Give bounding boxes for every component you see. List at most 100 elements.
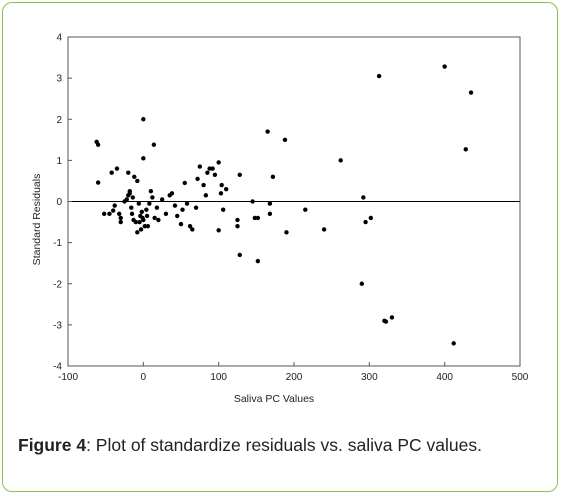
data-point	[190, 227, 195, 232]
data-point	[195, 176, 200, 182]
data-point	[118, 215, 123, 221]
data-point	[172, 203, 178, 208]
caption-label: Figure 4	[18, 435, 87, 455]
x-axis-label: Saliva PC Values	[234, 393, 314, 405]
data-point	[361, 195, 366, 200]
data-point	[235, 223, 240, 229]
data-point	[451, 341, 456, 346]
data-point	[95, 142, 101, 147]
x-tick-label: -100	[58, 372, 78, 383]
data-point	[137, 219, 142, 225]
data-point	[114, 166, 120, 171]
data-point	[267, 211, 273, 217]
y-tick-label: -1	[53, 238, 62, 249]
data-points	[94, 64, 474, 346]
y-axis-ticks: 4 3 2 1 0 -1 -2 -3 -4	[53, 33, 72, 373]
caption-text: : Plot of standardize residuals vs. sali…	[86, 435, 482, 455]
data-point	[144, 213, 150, 219]
data-point	[129, 205, 134, 210]
data-point	[284, 230, 289, 235]
data-point	[219, 182, 224, 188]
data-point	[133, 219, 138, 225]
data-point	[216, 160, 221, 165]
data-point	[368, 215, 374, 221]
y-tick-label: 1	[56, 156, 62, 167]
data-point	[127, 191, 132, 196]
data-point	[151, 142, 157, 147]
data-point	[132, 174, 137, 180]
data-point	[237, 172, 242, 177]
data-point	[235, 217, 240, 223]
data-point	[141, 117, 146, 122]
data-point	[210, 166, 215, 171]
data-point	[265, 129, 270, 134]
data-point	[175, 213, 180, 219]
data-point	[111, 208, 116, 213]
data-point	[138, 227, 144, 232]
x-tick-label: 500	[512, 372, 529, 383]
data-point	[107, 211, 112, 217]
data-point	[136, 201, 142, 206]
data-point	[144, 207, 149, 212]
data-point	[109, 170, 114, 175]
data-point	[224, 186, 229, 192]
data-point	[187, 223, 193, 229]
data-point	[338, 158, 343, 163]
data-point	[237, 252, 242, 258]
data-point	[112, 203, 117, 208]
data-point	[463, 147, 468, 152]
data-point	[145, 223, 151, 229]
y-tick-label: 4	[56, 33, 62, 44]
data-point	[212, 172, 218, 177]
x-tick-label: 0	[141, 372, 147, 383]
data-point	[150, 195, 155, 200]
data-point	[201, 182, 206, 188]
x-tick-label: 100	[210, 372, 227, 383]
data-point	[163, 211, 169, 217]
data-point	[389, 315, 395, 320]
y-tick-label: -4	[53, 362, 62, 373]
data-point	[218, 191, 224, 196]
data-point	[255, 258, 261, 264]
data-point	[95, 180, 101, 185]
data-point	[303, 207, 308, 212]
data-point	[156, 217, 161, 223]
data-point	[182, 180, 187, 186]
data-point	[139, 209, 145, 214]
data-point	[220, 207, 226, 212]
data-point	[216, 228, 221, 233]
y-tick-label: 3	[56, 74, 62, 85]
data-point	[117, 211, 122, 217]
figure-frame	[2, 2, 558, 492]
data-point	[270, 174, 276, 180]
data-point	[135, 178, 140, 184]
data-point	[129, 211, 135, 217]
figure-caption: Figure 4: Plot of standardize residuals …	[18, 435, 548, 456]
x-axis-ticks: -100 0 100 200 300 400 500	[58, 362, 529, 383]
data-point	[193, 205, 199, 210]
data-point	[124, 197, 129, 202]
data-point	[207, 166, 212, 171]
data-point	[383, 319, 389, 324]
data-point	[250, 199, 255, 204]
data-point	[141, 156, 146, 161]
data-point	[255, 215, 261, 221]
data-point	[154, 205, 160, 210]
x-tick-label: 300	[361, 372, 378, 383]
data-point	[252, 215, 258, 221]
data-point	[142, 223, 148, 229]
data-point	[126, 170, 131, 175]
data-point	[184, 201, 190, 206]
data-point	[152, 215, 157, 221]
y-tick-label: 0	[56, 197, 62, 208]
data-point	[130, 195, 135, 200]
y-tick-label: -3	[53, 320, 62, 331]
data-point	[203, 193, 209, 198]
data-point	[363, 219, 368, 225]
y-axis-label: Standard Residuals	[31, 174, 43, 266]
data-point	[148, 189, 154, 194]
data-point	[359, 281, 364, 286]
y-tick-label: 2	[56, 115, 62, 126]
data-point	[169, 191, 175, 196]
data-point	[376, 73, 382, 79]
